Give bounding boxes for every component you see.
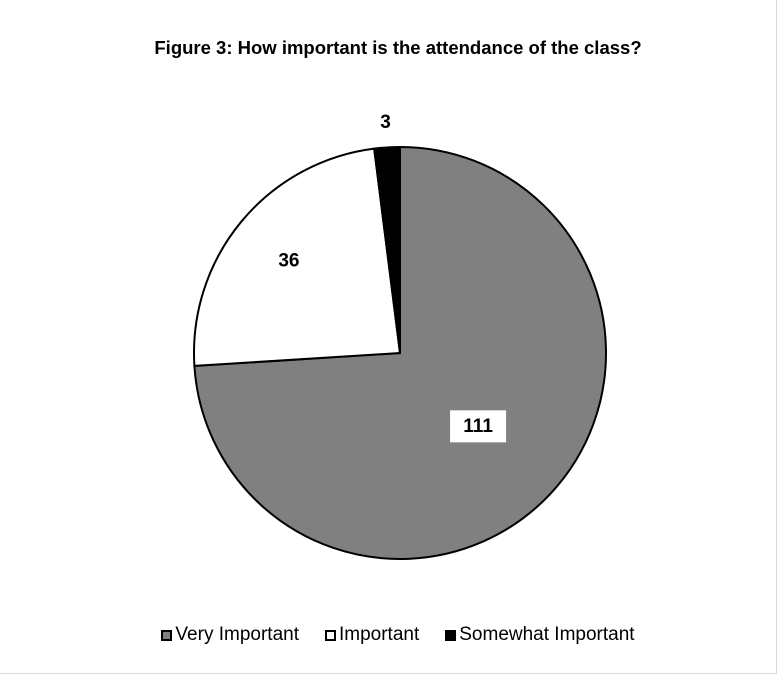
legend-item: Somewhat Important [445, 624, 635, 646]
legend-label: Important [338, 624, 420, 645]
legend-swatch [161, 629, 173, 641]
legend-swatch [324, 629, 336, 641]
chart-legend: Very Important Important Somewhat Importan… [0, 624, 778, 646]
pie-slice-somewhat-important [373, 145, 401, 354]
legend-item: Very Important [161, 624, 299, 646]
pie-slice-important [193, 147, 402, 367]
legend-label: Very Important [175, 624, 299, 645]
pie-data-labels: 111 36 3 [278, 112, 507, 443]
legend-item: Important [324, 624, 420, 646]
pie-slices [193, 145, 607, 560]
data-label: 111 [463, 416, 493, 437]
data-label: 3 [380, 112, 391, 133]
legend-label: Somewhat Important [459, 624, 635, 645]
data-label-box [450, 410, 507, 443]
chart-title: Figure 3: How important is the attendanc… [154, 37, 642, 58]
data-label: 36 [278, 251, 299, 272]
legend-swatch [445, 629, 457, 641]
